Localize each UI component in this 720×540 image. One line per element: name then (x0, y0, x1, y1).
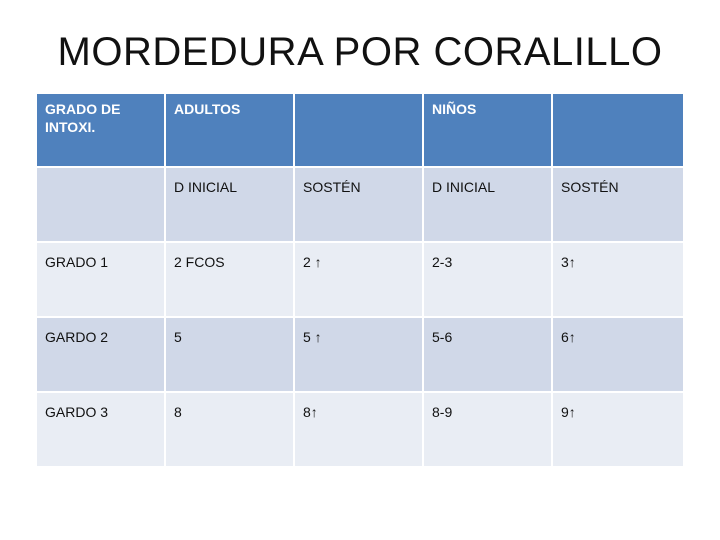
table-cell: 8-9 (424, 393, 551, 466)
table-cell: GARDO 3 (37, 393, 164, 466)
table-cell: 9↑ (553, 393, 683, 466)
table-cell: 3↑ (553, 243, 683, 316)
subheader-cell: D INICIAL (166, 168, 293, 241)
slide-title: MORDEDURA POR CORALILLO (57, 30, 663, 74)
table-cell: GRADO 1 (37, 243, 164, 316)
header-cell-empty-1 (295, 94, 422, 166)
subheader-cell: SOSTÉN (295, 168, 422, 241)
header-cell-adultos: ADULTOS (166, 94, 293, 166)
subheader-cell: D INICIAL (424, 168, 551, 241)
table-cell: 8↑ (295, 393, 422, 466)
header-cell-ninos: NIÑOS (424, 94, 551, 166)
table-cell: 2-3 (424, 243, 551, 316)
table-cell: 5-6 (424, 318, 551, 391)
header-cell-empty-2 (553, 94, 683, 166)
header-cell-grado: GRADO DE INTOXI. (37, 94, 164, 166)
subheader-cell: SOSTÉN (553, 168, 683, 241)
table-cell: 8 (166, 393, 293, 466)
table-cell: 5 ↑ (295, 318, 422, 391)
table-cell: 6↑ (553, 318, 683, 391)
dosage-table: GRADO DE INTOXI. ADULTOS NIÑOS D INICIAL… (37, 94, 683, 466)
table-cell: 2 ↑ (295, 243, 422, 316)
table-cell: 5 (166, 318, 293, 391)
table-cell: 2 FCOS (166, 243, 293, 316)
table-cell: GARDO 2 (37, 318, 164, 391)
subheader-cell (37, 168, 164, 241)
